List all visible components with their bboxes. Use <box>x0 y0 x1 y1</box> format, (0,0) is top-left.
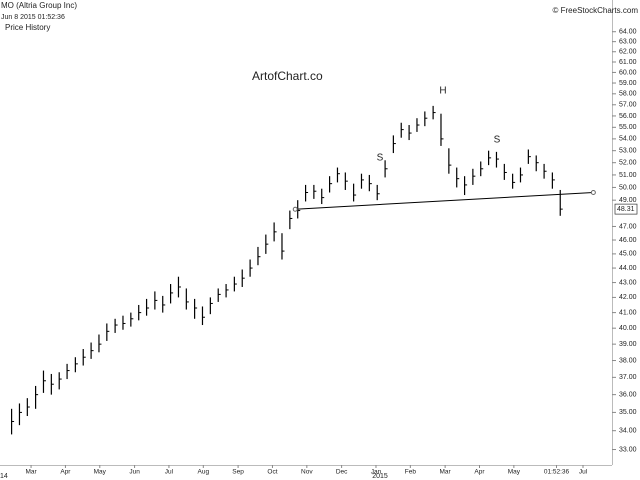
x-tick-label: Mar <box>440 469 452 476</box>
x-tick-label: Mar <box>25 469 37 476</box>
y-tick-label: 53.00 <box>619 148 637 155</box>
y-tick-label: 44.00 <box>619 265 637 272</box>
y-tick-label: 45.00 <box>619 251 637 258</box>
neckline-handle <box>590 189 596 195</box>
y-tick-label: 57.00 <box>619 102 637 109</box>
year-label: 14 <box>0 473 8 480</box>
y-tick-label: 42.00 <box>619 294 637 301</box>
x-tick-label: Apr <box>474 469 485 476</box>
source: © FreeStockCharts.com <box>553 6 639 15</box>
annotation: H <box>439 86 446 97</box>
y-tick-label: 64.00 <box>619 29 637 36</box>
y-tick-label: 61.00 <box>619 59 637 66</box>
x-tick-label: Jul <box>579 469 588 476</box>
x-tick-label: Feb <box>405 469 417 476</box>
last-price-label: 48.31 <box>617 206 635 213</box>
y-tick-label: 43.00 <box>619 279 637 286</box>
y-tick-label: 49.00 <box>619 197 637 204</box>
y-tick-label: 33.00 <box>619 446 637 453</box>
year-label: 2015 <box>372 473 388 480</box>
y-tick-label: 51.00 <box>619 172 637 179</box>
y-tick-label: 39.00 <box>619 341 637 348</box>
y-tick-label: 46.00 <box>619 237 637 244</box>
y-tick-label: 40.00 <box>619 325 637 332</box>
y-tick-label: 36.00 <box>619 391 637 398</box>
y-tick-label: 58.00 <box>619 91 637 98</box>
neckline <box>295 191 594 210</box>
annotation: S <box>494 135 501 146</box>
y-tick-label: 59.00 <box>619 80 637 87</box>
neckline-handle <box>292 206 298 212</box>
y-tick-label: 52.00 <box>619 160 637 167</box>
y-tick-label: 56.00 <box>619 113 637 120</box>
y-tick-label: 60.00 <box>619 69 637 76</box>
last-price-box <box>614 203 638 215</box>
watermark: ArtofChart.co <box>252 69 323 83</box>
x-tick-label: 01:52:36 <box>544 469 570 476</box>
y-tick-label: 63.00 <box>619 38 637 45</box>
x-tick-label: Jul <box>165 469 174 476</box>
x-tick-label: Dec <box>336 469 348 476</box>
x-tick-label: Aug <box>198 469 210 476</box>
y-tick-label: 38.00 <box>619 357 637 364</box>
annotation: S <box>377 153 384 164</box>
x-tick-label: May <box>94 469 107 476</box>
x-tick-label: Nov <box>301 469 313 476</box>
y-tick-label: 47.00 <box>619 223 637 230</box>
x-tick-label: Oct <box>267 469 277 476</box>
y-tick-label: 34.00 <box>619 428 637 435</box>
y-tick-label: 54.00 <box>619 136 637 143</box>
x-tick-label: Jan <box>371 469 382 476</box>
y-tick-label: 50.00 <box>619 184 637 191</box>
x-tick-label: Sep <box>232 469 244 476</box>
y-tick-label: 62.00 <box>619 49 637 56</box>
y-tick-label: 35.00 <box>619 409 637 416</box>
y-tick-label: 41.00 <box>619 309 637 316</box>
x-tick-label: Apr <box>60 469 71 476</box>
chart-title: MO (Altria Group Inc) <box>1 1 77 10</box>
y-tick-label: 55.00 <box>619 124 637 131</box>
x-tick-label: Jun <box>129 469 140 476</box>
chart-subtitle: Jun 8 2015 01:52:36 <box>1 14 65 21</box>
y-tick-label: 37.00 <box>619 374 637 381</box>
x-tick-label: May <box>508 469 521 476</box>
panel-label: Price History <box>5 23 50 32</box>
